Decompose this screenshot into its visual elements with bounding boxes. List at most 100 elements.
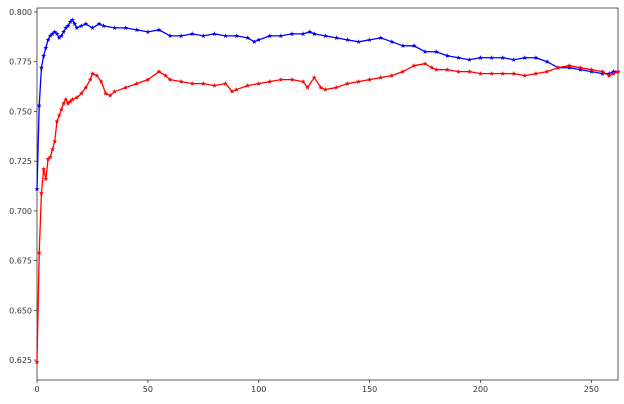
data-point <box>289 31 295 36</box>
data-point <box>43 45 49 50</box>
data-point <box>96 21 102 27</box>
data-point <box>83 84 89 90</box>
data-point <box>56 35 62 40</box>
data-point <box>54 31 60 36</box>
data-point <box>112 25 118 30</box>
data-point <box>167 77 173 82</box>
y-tick-label: 0.800 <box>9 8 32 17</box>
x-tick-label: 250 <box>584 385 599 394</box>
data-point <box>43 176 49 182</box>
data-point <box>322 86 328 92</box>
data-point <box>544 69 550 74</box>
data-point <box>278 77 284 82</box>
data-point <box>189 80 195 86</box>
data-point <box>555 65 561 70</box>
data-point <box>367 77 373 82</box>
x-tick-label: 50 <box>143 385 153 394</box>
data-point <box>78 90 84 96</box>
data-point <box>134 80 140 86</box>
data-point <box>61 100 67 106</box>
data-point <box>112 88 118 94</box>
data-point <box>94 73 100 78</box>
data-point <box>577 65 583 70</box>
data-point <box>433 67 439 72</box>
data-point <box>36 250 42 255</box>
data-point <box>107 92 113 98</box>
data-point <box>72 21 78 27</box>
data-point <box>50 31 55 36</box>
data-point <box>167 33 173 38</box>
data-point <box>200 80 206 86</box>
data-point <box>87 77 93 82</box>
data-point <box>289 77 295 82</box>
data-point <box>422 61 428 66</box>
data-point <box>61 29 67 34</box>
data-point <box>200 33 206 38</box>
data-point <box>65 100 71 106</box>
data-point <box>234 86 240 92</box>
data-point <box>47 33 53 38</box>
data-point <box>211 31 217 36</box>
y-tick-label: 0.750 <box>9 107 32 116</box>
data-point <box>234 33 240 38</box>
data-point <box>41 53 47 58</box>
data-point <box>522 73 528 78</box>
data-point <box>89 25 95 30</box>
data-point <box>67 98 73 104</box>
data-point <box>223 80 228 86</box>
data-point <box>267 79 273 84</box>
y-axis: 0.625 0.650 0.675 0.700 0.725 0.750 0.775 0.800 <box>9 8 37 365</box>
data-point <box>267 33 273 38</box>
data-point <box>600 71 605 76</box>
data-point <box>45 156 51 162</box>
data-point <box>611 71 617 76</box>
data-point <box>74 25 80 30</box>
data-point <box>455 55 461 60</box>
data-point <box>145 29 151 34</box>
y-tick-label: 0.675 <box>9 257 32 266</box>
data-point <box>500 71 506 76</box>
data-point <box>333 84 339 90</box>
data-point <box>489 55 495 60</box>
data-point <box>229 88 235 94</box>
data-point <box>256 80 262 86</box>
data-point <box>163 73 169 78</box>
data-point <box>400 43 406 48</box>
data-point <box>422 49 428 54</box>
data-point <box>103 90 109 96</box>
data-point <box>615 69 621 74</box>
data-point <box>344 80 350 86</box>
y-tick-label: 0.775 <box>9 58 32 67</box>
data-point <box>489 71 495 76</box>
data-point <box>65 23 71 29</box>
x-tick-label: 100 <box>251 385 266 394</box>
data-point <box>34 359 40 365</box>
data-point <box>36 102 42 108</box>
data-point <box>38 190 44 196</box>
data-point <box>344 37 350 42</box>
data-point <box>444 67 450 72</box>
data-point <box>322 33 328 38</box>
data-point <box>356 79 362 84</box>
data-point <box>500 55 506 60</box>
series-layer <box>34 17 621 365</box>
data-point <box>588 69 594 74</box>
x-tick-label: 200 <box>473 385 488 394</box>
data-point <box>311 31 317 36</box>
data-point <box>544 59 550 64</box>
data-point <box>577 67 583 72</box>
data-point <box>333 35 339 40</box>
data-point <box>566 65 572 70</box>
data-point <box>378 75 384 80</box>
data-point <box>566 63 572 68</box>
data-point <box>455 69 461 74</box>
data-point <box>58 33 64 38</box>
data-point <box>156 69 162 74</box>
data-point <box>156 27 162 32</box>
x-tick-label: 0 <box>34 385 39 394</box>
y-tick-label: 0.625 <box>9 356 32 365</box>
series-1 <box>34 61 621 365</box>
data-point <box>307 29 313 34</box>
plot-area <box>36 7 619 381</box>
data-point <box>178 79 184 84</box>
